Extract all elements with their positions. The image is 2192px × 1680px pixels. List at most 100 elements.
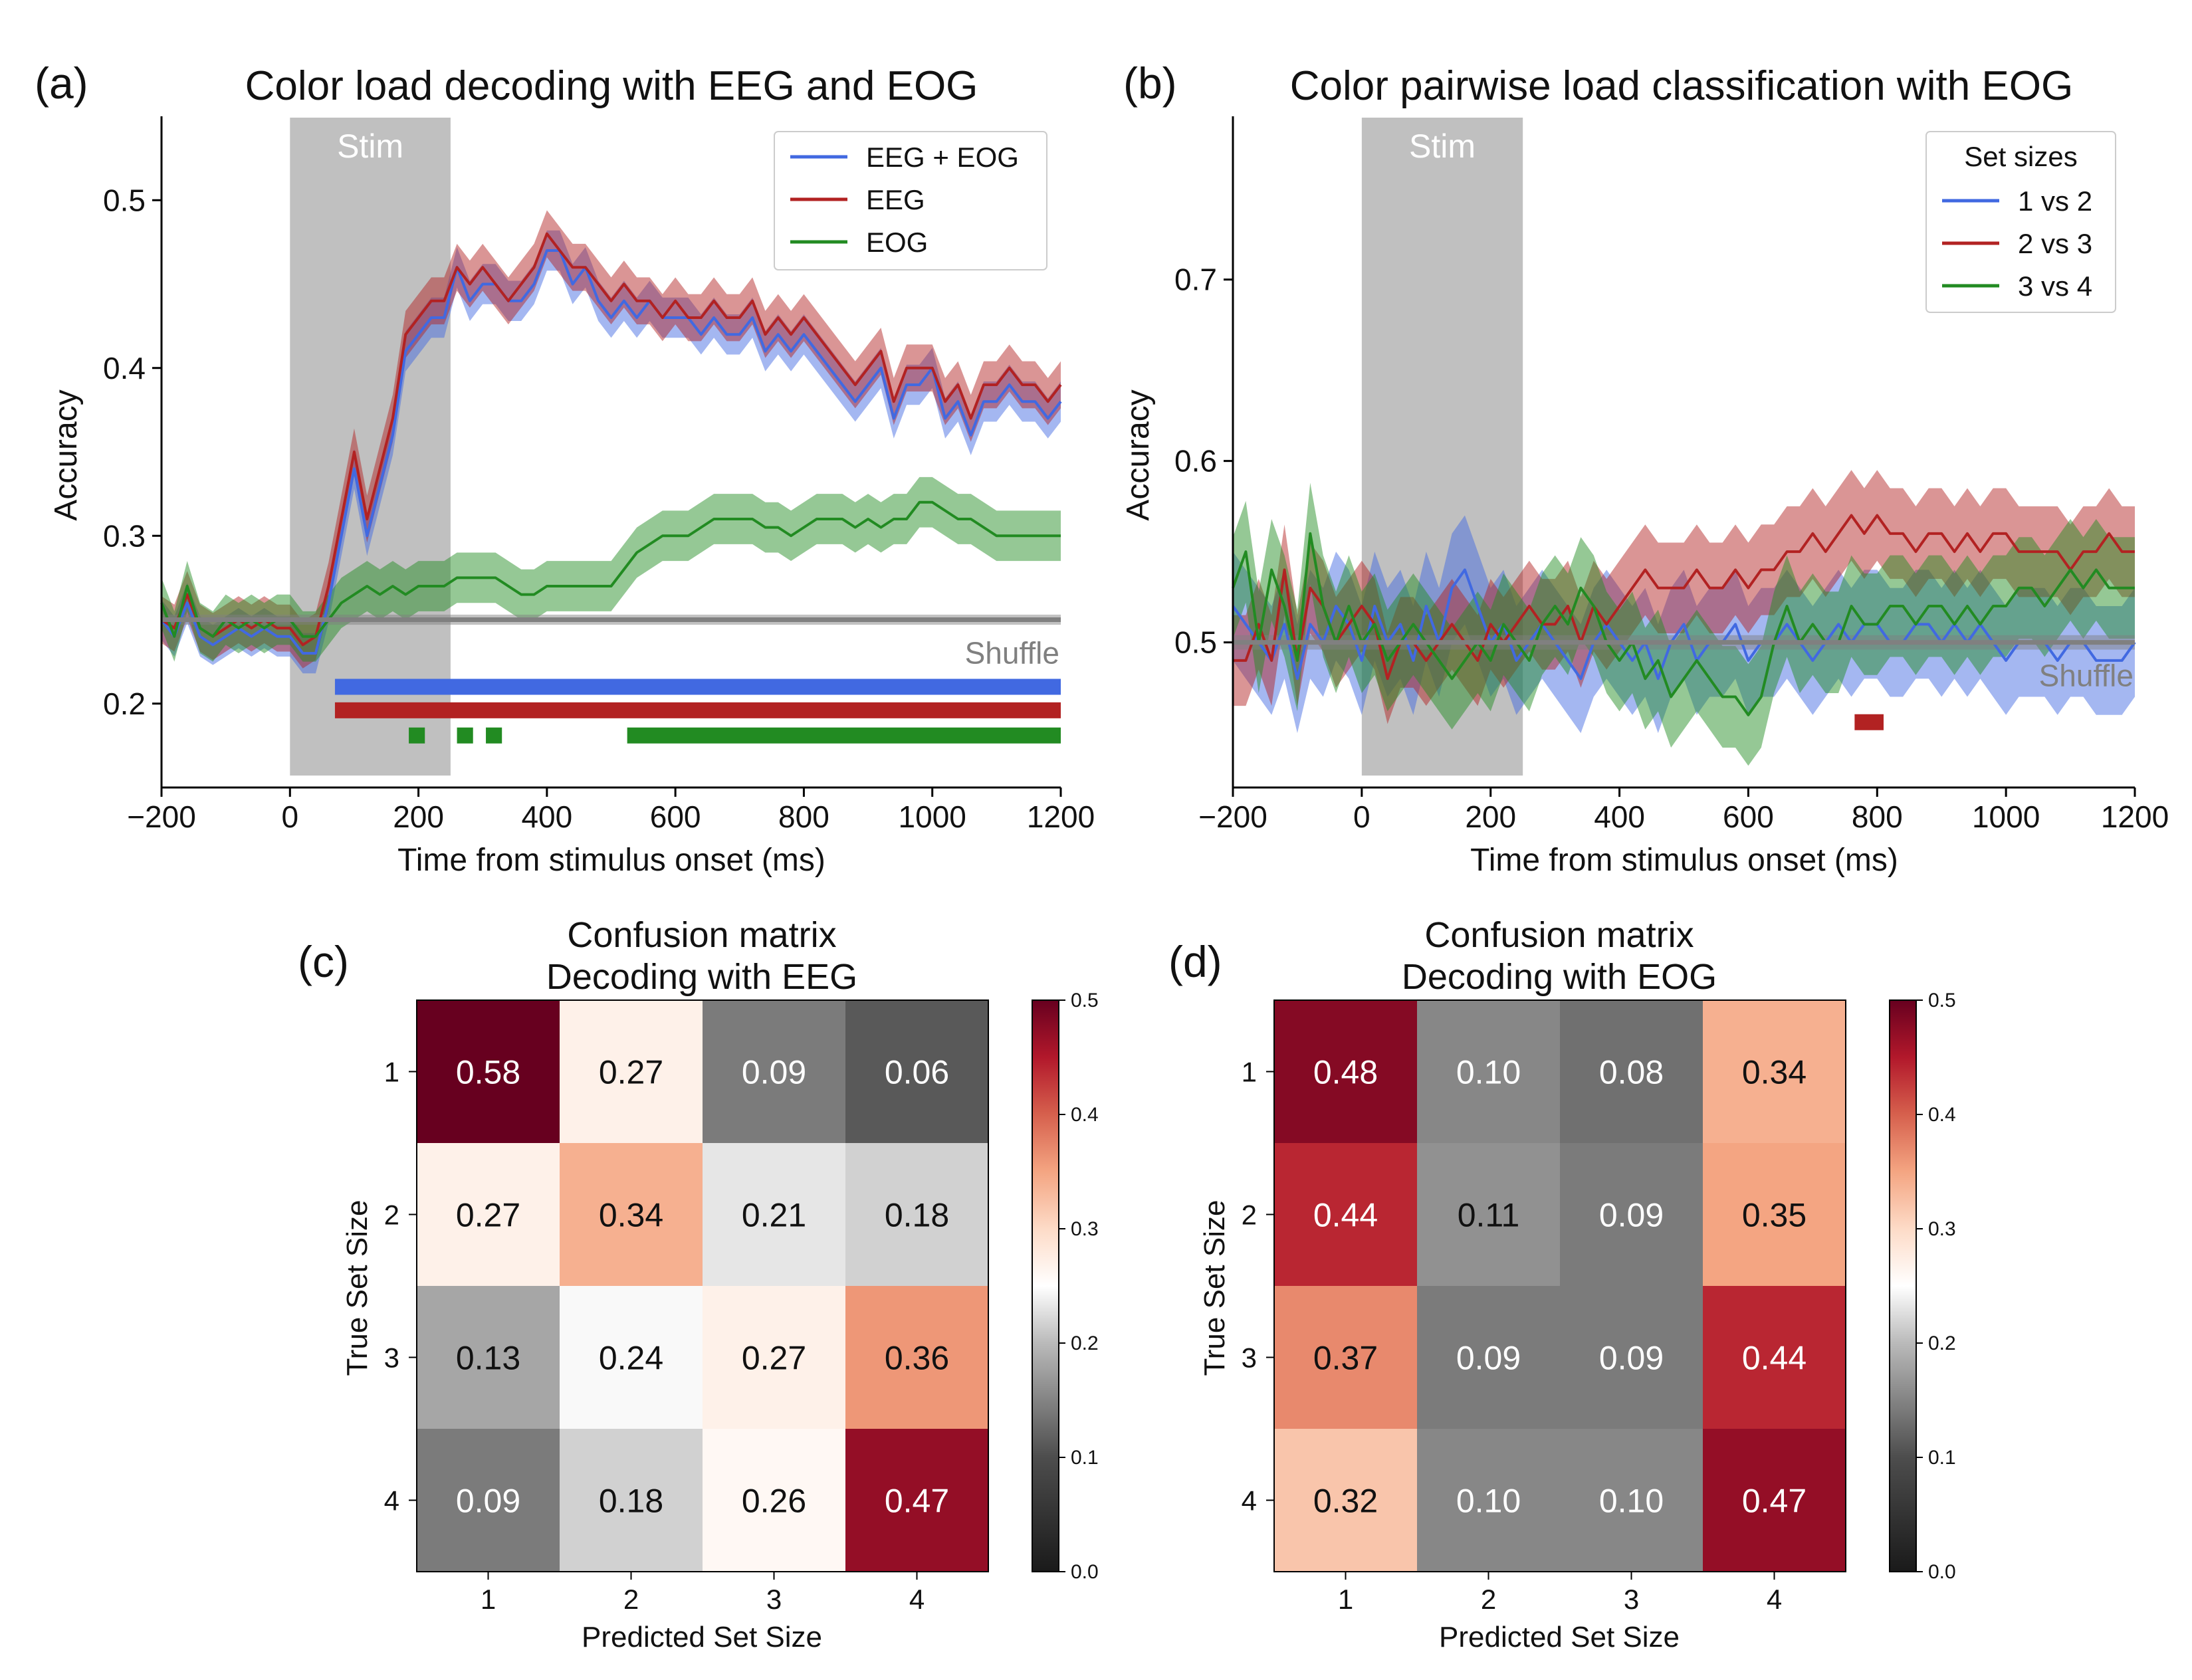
stim-window [290, 118, 451, 776]
heatmap-value-1-1: 0.34 [599, 1197, 663, 1234]
panel-b: (b) Color pairwise load classification w… [1121, 58, 2169, 878]
heatmap-value-3-1: 0.10 [1456, 1483, 1521, 1520]
heatmap-value-3-1: 0.18 [599, 1483, 663, 1520]
heatmap-cell-3-3 [1703, 1429, 1846, 1572]
panel-d: (d) Confusion matrix Decoding with EOG 0… [1168, 915, 1956, 1653]
series-line-0 [1232, 568, 2136, 681]
heatmap-value-1-0: 0.44 [1313, 1197, 1378, 1234]
heatmap-value-3-2: 0.26 [742, 1483, 806, 1520]
panel-c-label: (c) [298, 937, 349, 986]
heatmap-value-2-1: 0.09 [1456, 1340, 1521, 1377]
heatmap-cell-1-1 [1417, 1143, 1560, 1286]
heatmap-cell-1-1 [560, 1143, 703, 1286]
heatmap-value-2-0: 0.13 [456, 1340, 520, 1377]
colorbar [1032, 999, 1059, 1572]
heatmap-cell-0-1 [560, 1000, 703, 1143]
heatmap-value-0-0: 0.58 [456, 1054, 520, 1091]
heatmap-value-0-2: 0.08 [1599, 1054, 1664, 1091]
heatmap-value-1-0: 0.27 [456, 1197, 520, 1234]
x-tick-label-5: 800 [1852, 799, 1903, 834]
heatmap-x-tick-label-2: 3 [1624, 1584, 1639, 1615]
x-tick-label-2: 200 [393, 799, 444, 834]
colorbar-tick-label-5: 0.5 [1928, 990, 1956, 1011]
panel-c-ylabel: True Set Size [341, 1200, 374, 1376]
heatmap-value-2-2: 0.09 [1599, 1340, 1664, 1377]
panel-b-xlabel: Time from stimulus onset (ms) [1470, 843, 1898, 878]
heatmap-cell-0-0 [1274, 1000, 1417, 1143]
heatmap-cell-2-2 [703, 1286, 845, 1429]
heatmap-cell-0-1 [1417, 1000, 1560, 1143]
heatmap-y-tick-label-0: 1 [384, 1057, 399, 1088]
x-tick-label-6: 1000 [899, 799, 966, 834]
colorbar-tick-label-0: 0.0 [1071, 1561, 1099, 1583]
panel-c-heatmap: 0.58 0.27 0.09 0.060.27 0.34 0.21 0.180.13 0.24… [384, 990, 1099, 1615]
stim-label: Stim [337, 128, 403, 165]
heatmap-cell-3-0 [417, 1429, 560, 1572]
heatmap-cell-3-1 [1417, 1429, 1560, 1572]
heatmap-cell-2-0 [1274, 1286, 1417, 1429]
heatmap-cell-1-2 [1560, 1143, 1703, 1286]
heatmap-value-3-0: 0.09 [456, 1483, 520, 1520]
heatmap-y-tick-label-1: 2 [384, 1200, 399, 1231]
heatmap-x-tick-label-0: 1 [481, 1584, 496, 1615]
heatmap-value-1-2: 0.21 [742, 1197, 806, 1234]
colorbar-tick-label-4: 0.4 [1071, 1104, 1099, 1126]
series-line-1 [1233, 514, 2135, 681]
heatmap-cell-1-0 [1274, 1143, 1417, 1286]
heatmap-x-tick-label-1: 2 [623, 1584, 639, 1615]
colorbar-tick-label-3: 0.3 [1928, 1218, 1956, 1240]
shuffle-label: Shuffle [2039, 659, 2134, 693]
panel-b-plot: Stim Shuffle −200 0 200 400 600 800 1000 1200 0.5 0… [1174, 116, 2169, 834]
heatmap-cell-2-1 [1417, 1286, 1560, 1429]
x-tick-label-0: −200 [127, 799, 196, 834]
legend-box [774, 131, 1047, 270]
heatmap-value-2-0: 0.37 [1313, 1340, 1378, 1377]
x-tick-label-7: 1200 [2101, 799, 2169, 834]
heatmap-value-1-3: 0.35 [1742, 1197, 1807, 1234]
panel-b-label: (b) [1123, 58, 1177, 108]
legend-entry-2: EOG [866, 227, 928, 258]
heatmap-value-2-1: 0.24 [599, 1340, 663, 1377]
heatmap-y-tick-label-2: 3 [1242, 1342, 1257, 1374]
x-tick-label-3: 400 [521, 799, 572, 834]
heatmap-value-2-3: 0.44 [1742, 1340, 1807, 1377]
panel-d-ylabel: True Set Size [1198, 1200, 1231, 1376]
y-tick-label-1: 0.3 [103, 518, 146, 553]
x-tick-label-4: 600 [1723, 799, 1774, 834]
heatmap-cell-2-2 [1560, 1286, 1703, 1429]
significance-bar-2-3 [627, 727, 1061, 744]
x-tick-label-1: 0 [1353, 799, 1370, 834]
series-line-2 [1232, 532, 2135, 716]
significance-bar-2-0 [409, 727, 425, 744]
series-line-2 [160, 500, 1061, 638]
heatmap-y-tick-label-1: 2 [1242, 1200, 1257, 1231]
series-line-0 [160, 249, 1062, 655]
heatmap-cell-1-0 [417, 1143, 560, 1286]
x-tick-label-0: −200 [1198, 799, 1267, 834]
heatmap-cell-2-3 [845, 1286, 988, 1429]
y-tick-label-0: 0.5 [1174, 625, 1217, 660]
stim-label: Stim [1409, 128, 1476, 165]
heatmap-cell-1-2 [703, 1143, 845, 1286]
heatmap-x-tick-label-3: 4 [1767, 1584, 1782, 1615]
heatmap-cell-1-3 [845, 1143, 988, 1286]
significance-bar-0-0 [334, 679, 1061, 695]
heatmap-value-0-3: 0.06 [885, 1054, 949, 1091]
heatmap-value-3-3: 0.47 [885, 1483, 949, 1520]
significance-bar-1-0 [334, 702, 1061, 718]
panel-a-label: (a) [35, 58, 88, 108]
colorbar-tick-label-1: 0.1 [1071, 1447, 1099, 1469]
colorbar-tick-label-3: 0.3 [1071, 1218, 1099, 1240]
panel-a-xlabel: Time from stimulus onset (ms) [397, 843, 825, 878]
heatmap-x-tick-label-0: 1 [1338, 1584, 1353, 1615]
legend-box [1925, 131, 2116, 313]
heatmap-frame [1273, 999, 1846, 1572]
panel-a: (a) Color load decoding with EEG and EOG… [35, 58, 1095, 878]
panel-b-ylabel: Accuracy [1121, 389, 1156, 520]
heatmap-value-3-3: 0.47 [1742, 1483, 1807, 1520]
heatmap-cell-2-3 [1703, 1286, 1846, 1429]
x-tick-label-2: 200 [1465, 799, 1516, 834]
panel-d-heatmap: 0.48 0.10 0.08 0.340.44 0.11 0.09 0.350.37 0.09… [1242, 990, 1956, 1615]
heatmap-cell-0-3 [845, 1000, 988, 1143]
